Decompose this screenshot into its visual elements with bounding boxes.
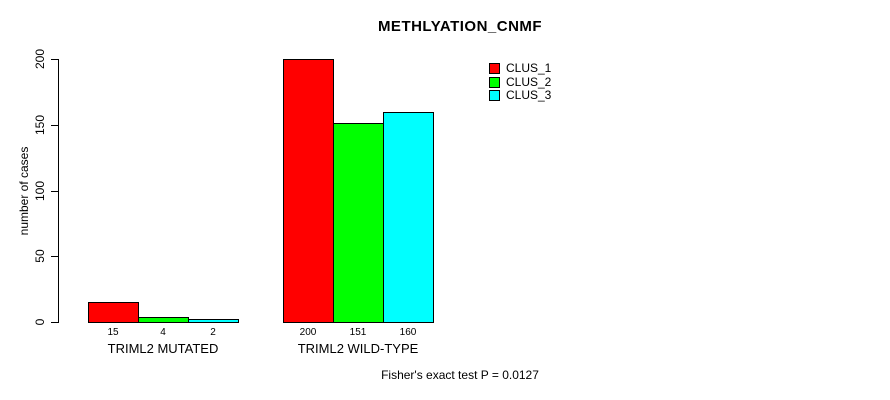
legend-item: CLUS_1 [489,62,551,76]
legend-label: CLUS_1 [506,61,552,76]
y-axis-label: number of cases [17,146,31,236]
y-tick-mark [51,322,58,323]
y-tick-mark [51,59,58,60]
bar-value-label: 200 [299,327,317,338]
y-tick-mark [51,125,58,126]
bar-value-label: 15 [107,327,119,338]
y-tick-label: 200 [33,48,47,70]
x-category-label: TRIML2 MUTATED [107,341,219,356]
bar-clus_1-triml2-mutated [88,302,139,323]
fisher-test-annotation: Fisher's exact test P = 0.0127 [381,368,539,382]
bar-value-label: 4 [160,327,166,338]
x-category-label: TRIML2 WILD-TYPE [297,341,419,356]
bar-clus_1-triml2-wild-type [283,59,334,323]
bar-clus_2-triml2-mutated [138,317,189,323]
legend-swatch-clus_1 [489,63,500,75]
chart-title: METHLYATION_CNMF [377,18,543,35]
legend-swatch-clus_2 [489,76,500,88]
legend-item: CLUS_3 [489,89,551,103]
legend-label: CLUS_2 [506,74,552,89]
bar-clus_2-triml2-wild-type [333,123,384,323]
legend-swatch-clus_3 [489,90,500,102]
y-axis-line [58,59,59,323]
y-tick-label: 50 [33,249,47,263]
bar-clus_3-triml2-wild-type [383,112,434,323]
y-tick-label: 0 [33,318,47,326]
legend-label: CLUS_3 [506,88,552,103]
y-tick-mark [51,191,58,192]
bar-value-label: 151 [349,327,367,338]
bar-value-label: 160 [399,327,417,338]
legend-item: CLUS_2 [489,74,552,90]
legend: CLUS_1 CLUS_2 CLUS_3 [489,62,551,103]
y-tick-mark [51,256,58,257]
bar-value-label: 2 [210,327,216,338]
y-tick-label: 150 [33,114,47,136]
bar-clus_3-triml2-mutated [188,319,239,323]
y-tick-label: 100 [33,180,47,202]
